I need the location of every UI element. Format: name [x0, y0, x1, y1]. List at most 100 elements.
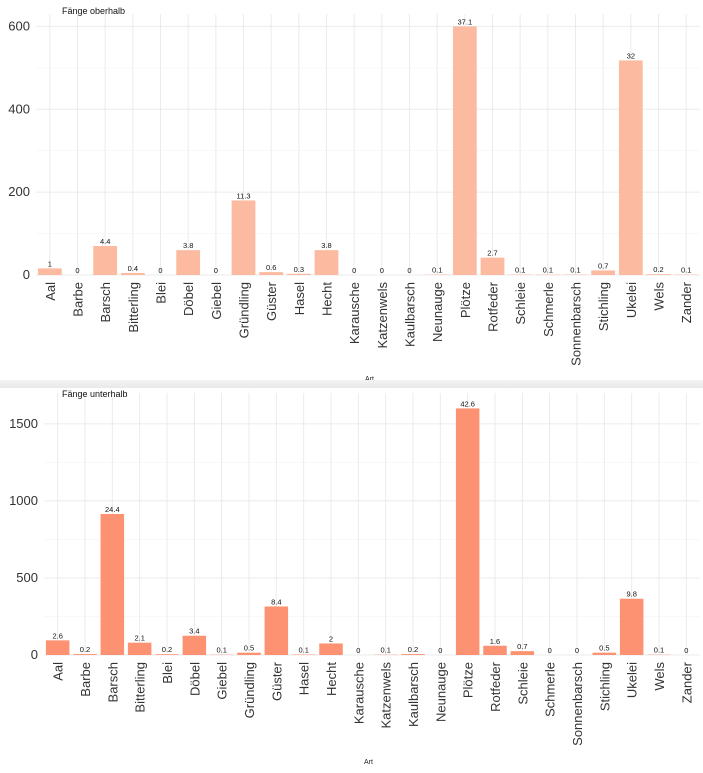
- x-tick-label: Kaulbarsch: [403, 282, 418, 347]
- x-tick-label: Stichling: [596, 282, 611, 331]
- bar: [73, 654, 97, 655]
- x-tick-label: Zander: [679, 281, 694, 323]
- bar: [38, 268, 62, 275]
- bar: [155, 654, 179, 655]
- x-tick-label: Zander: [679, 661, 694, 703]
- bar: [483, 646, 507, 655]
- data-label: 37.1: [458, 17, 473, 26]
- data-label: 0.1: [432, 266, 442, 275]
- grid: [44, 393, 700, 655]
- x-tick-label: Plötze: [458, 282, 473, 318]
- bar: [456, 408, 480, 655]
- x-tick-label: Giebel: [209, 282, 224, 320]
- y-tick-label: 600: [8, 18, 30, 33]
- data-label: 0.3: [294, 265, 304, 274]
- x-tick-label: Hecht: [320, 282, 335, 316]
- x-tick-label: Kaulbarsch: [406, 662, 421, 727]
- bar: [287, 274, 311, 275]
- bar: [183, 636, 207, 655]
- bar: [46, 640, 70, 655]
- data-label: 0: [214, 266, 218, 275]
- x-tick-label: Aal: [43, 282, 58, 301]
- x-tick-label: Plötze: [461, 662, 476, 698]
- data-label: 9.8: [626, 590, 636, 599]
- data-label: 0.2: [80, 645, 90, 654]
- data-label: 1.6: [490, 637, 500, 646]
- bar: [591, 270, 615, 275]
- x-tick-label: Sonnenbarsch: [570, 662, 585, 746]
- x-tick-label: Döbel: [187, 662, 202, 696]
- data-label: 0: [684, 646, 688, 655]
- data-label: 0.1: [515, 266, 525, 275]
- data-label: 2.1: [134, 634, 144, 643]
- bar: [121, 273, 145, 275]
- data-label: 0.1: [654, 646, 664, 655]
- x-tick-label: Neunauge: [433, 662, 448, 722]
- x-axis: Aal Barbe Barsch Bitterling Blei Döbel Giebel G…: [51, 661, 695, 746]
- grid: [36, 14, 700, 275]
- data-label: 0: [352, 266, 356, 275]
- data-label: 0: [438, 646, 442, 655]
- data-label: 2.6: [52, 631, 62, 640]
- x-tick-label: Rotfeder: [486, 281, 501, 332]
- x-tick-label: Döbel: [181, 282, 196, 316]
- bar: [481, 258, 505, 275]
- x-tick-label: Barsch: [98, 282, 113, 322]
- data-label: 32: [627, 51, 635, 60]
- bar: [315, 250, 339, 275]
- x-tick-label: Bitterling: [133, 662, 148, 713]
- y-tick-label: 500: [16, 570, 38, 585]
- bar: [128, 643, 152, 655]
- data-label: 24.4: [105, 505, 120, 514]
- x-tick-label: Ukelei: [625, 662, 640, 698]
- data-label: 0.2: [653, 265, 663, 274]
- y-tick-label: 200: [8, 184, 30, 199]
- x-tick-label: Blei: [154, 282, 169, 304]
- data-label: 11.3: [236, 191, 250, 200]
- x-tick-label: Schleie: [515, 662, 530, 705]
- data-label: 4.4: [100, 237, 110, 246]
- x-tick-label: Güster: [264, 281, 279, 321]
- bar: [619, 60, 643, 275]
- x-tick-label: Hasel: [297, 662, 312, 695]
- bar: [453, 26, 477, 275]
- data-label: 3.8: [321, 241, 331, 250]
- bar: [593, 653, 617, 655]
- x-tick-label: Sonnenbarsch: [569, 282, 584, 366]
- x-tick-label: Barbe: [78, 662, 93, 697]
- bar: [93, 246, 117, 275]
- x-tick-label: Rotfeder: [488, 661, 503, 712]
- x-tick-label: Schleie: [513, 282, 528, 325]
- x-tick-label: Gründling: [237, 282, 252, 338]
- x-tick-label: Karausche: [351, 662, 366, 724]
- bar: [237, 653, 261, 655]
- x-tick-label: Ukelei: [624, 282, 639, 318]
- data-label: 0: [575, 646, 579, 655]
- bar: [401, 654, 425, 655]
- x-tick-label: Hecht: [324, 662, 339, 696]
- x-tick-label: Giebel: [215, 662, 230, 700]
- data-label: 42.6: [460, 399, 475, 408]
- bar: [647, 274, 671, 275]
- x-tick-label: Blei: [160, 662, 175, 684]
- bar: [232, 200, 256, 275]
- data-label: 0: [158, 266, 162, 275]
- y-tick-label: 1500: [9, 416, 38, 431]
- x-tick-label: Aal: [51, 662, 66, 681]
- data-label: 0.6: [266, 263, 276, 272]
- chart-title: Fänge unterhalb: [62, 389, 128, 399]
- data-label: 0.7: [517, 642, 527, 651]
- x-tick-label: Katzenwels: [379, 662, 394, 729]
- x-tick-label: Bitterling: [126, 282, 141, 333]
- data-label: 3.4: [189, 627, 199, 636]
- x-tick-label: Gründling: [242, 662, 257, 718]
- x-tick-label: Barsch: [105, 662, 120, 702]
- x-tick-label: Katzenwels: [375, 282, 390, 349]
